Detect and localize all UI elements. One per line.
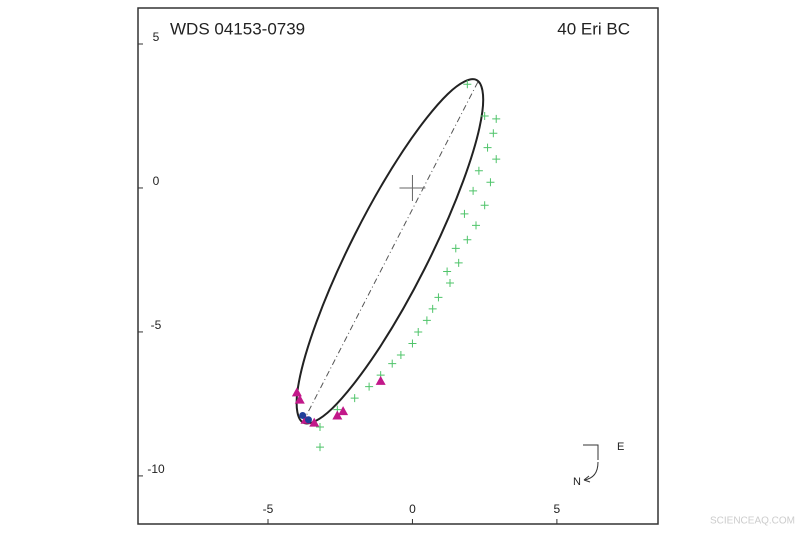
observation-cross: [463, 80, 472, 89]
x-tick-label: 0: [409, 502, 416, 516]
observation-cross: [316, 422, 324, 431]
observation-cross: [316, 443, 324, 452]
observation-triangle: [332, 410, 343, 420]
observation-cross: [474, 166, 483, 175]
observation-cross: [480, 201, 489, 210]
compass: E N: [573, 441, 624, 488]
observation-cross: [451, 244, 460, 253]
observation-cross: [472, 221, 480, 230]
watermark: SCIENCEAQ.COM: [710, 516, 795, 527]
chart-subtitle: 40 Eri BC: [557, 19, 630, 38]
observation-triangle: [309, 417, 320, 427]
observation-cross: [408, 339, 417, 348]
compass-arrow: [583, 461, 599, 481]
observation-cross: [350, 394, 359, 403]
observation-cross: [365, 382, 374, 391]
compass-frame: [583, 444, 599, 460]
observation-cross: [480, 111, 489, 120]
observation-cross: [460, 209, 469, 218]
y-tick-label: -5: [151, 318, 162, 332]
observation-cross: [428, 304, 437, 313]
observation-triangle: [375, 375, 386, 385]
y-tick-label: -10: [147, 462, 165, 476]
primary-star: [399, 174, 426, 201]
observation-cross: [454, 258, 463, 267]
y-tick-label: 0: [153, 174, 160, 188]
observation-dot: [299, 411, 307, 419]
observation-cross: [489, 129, 498, 138]
x-tick-label: -5: [263, 502, 274, 516]
observation-cross: [443, 267, 452, 276]
observation-triangle: [291, 387, 302, 397]
chart-title: WDS 04153-0739: [170, 19, 305, 38]
observation-triangle: [294, 394, 305, 404]
plot-frame: [137, 7, 659, 525]
observation-cross: [396, 350, 405, 359]
x-tick-label: 5: [554, 502, 561, 516]
observation-cross: [469, 186, 478, 195]
observation-cross: [414, 327, 423, 336]
compass-arrowhead: [583, 475, 591, 483]
y-tick-label: 5: [153, 30, 160, 44]
compass-north: N: [573, 476, 581, 488]
observation-cross: [422, 316, 431, 325]
observation-triangle: [338, 406, 349, 416]
observation-cross: [486, 178, 495, 187]
observation-cross: [446, 278, 454, 287]
observation-dot: [304, 416, 312, 424]
observation-cross: [388, 359, 397, 368]
observation-cross: [434, 293, 443, 302]
line-of-apsides: [302, 79, 480, 423]
observation-cross: [463, 235, 472, 244]
observation-cross: [492, 155, 501, 164]
observation-cross: [492, 114, 501, 123]
compass-east: E: [617, 441, 624, 453]
observation-cross: [483, 143, 492, 152]
